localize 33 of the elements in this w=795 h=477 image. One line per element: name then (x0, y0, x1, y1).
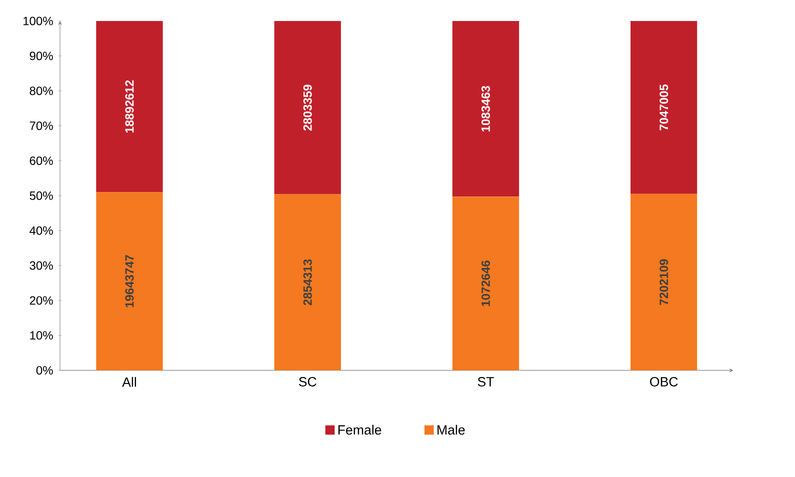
bar (274, 20, 341, 194)
bar (452, 20, 520, 197)
annotation: 7047005 (660, 84, 668, 130)
y-tick-label: 50% (30, 191, 53, 200)
x-tick-label: SC (298, 377, 316, 386)
y-tick-label: 30% (30, 261, 53, 270)
y-tick-label: 0% (36, 366, 53, 375)
bar (96, 20, 163, 192)
annotation: 18892612 (125, 80, 134, 133)
annotation: 1083463 (481, 86, 490, 132)
bar (630, 194, 698, 370)
y-tick-label: 70% (30, 122, 53, 130)
x-tick-label: All (122, 377, 136, 387)
annotation: 2803359 (303, 84, 312, 131)
y-tick-label: 80% (30, 86, 53, 96)
bar (274, 194, 341, 370)
bar (96, 192, 163, 370)
legend-label: Female (338, 424, 382, 435)
y-tick-label: 60% (30, 156, 53, 165)
y-tick-label: 90% (30, 52, 53, 60)
x-tick-label: ST (478, 377, 494, 386)
annotation: 2854313 (303, 259, 312, 306)
x-tick-label: OBC (650, 377, 678, 386)
y-tick-label: 10% (30, 331, 53, 340)
annotation: 19643747 (125, 255, 134, 308)
legend-label: Male (438, 424, 465, 435)
y-tick-label: 20% (30, 296, 53, 305)
bar (452, 196, 520, 370)
y-tick-label: 100% (24, 16, 53, 26)
annotation: 1072646 (481, 260, 490, 306)
bar (630, 20, 698, 194)
y-tick-label: 40% (30, 226, 53, 235)
annotation: 7202109 (660, 259, 668, 305)
